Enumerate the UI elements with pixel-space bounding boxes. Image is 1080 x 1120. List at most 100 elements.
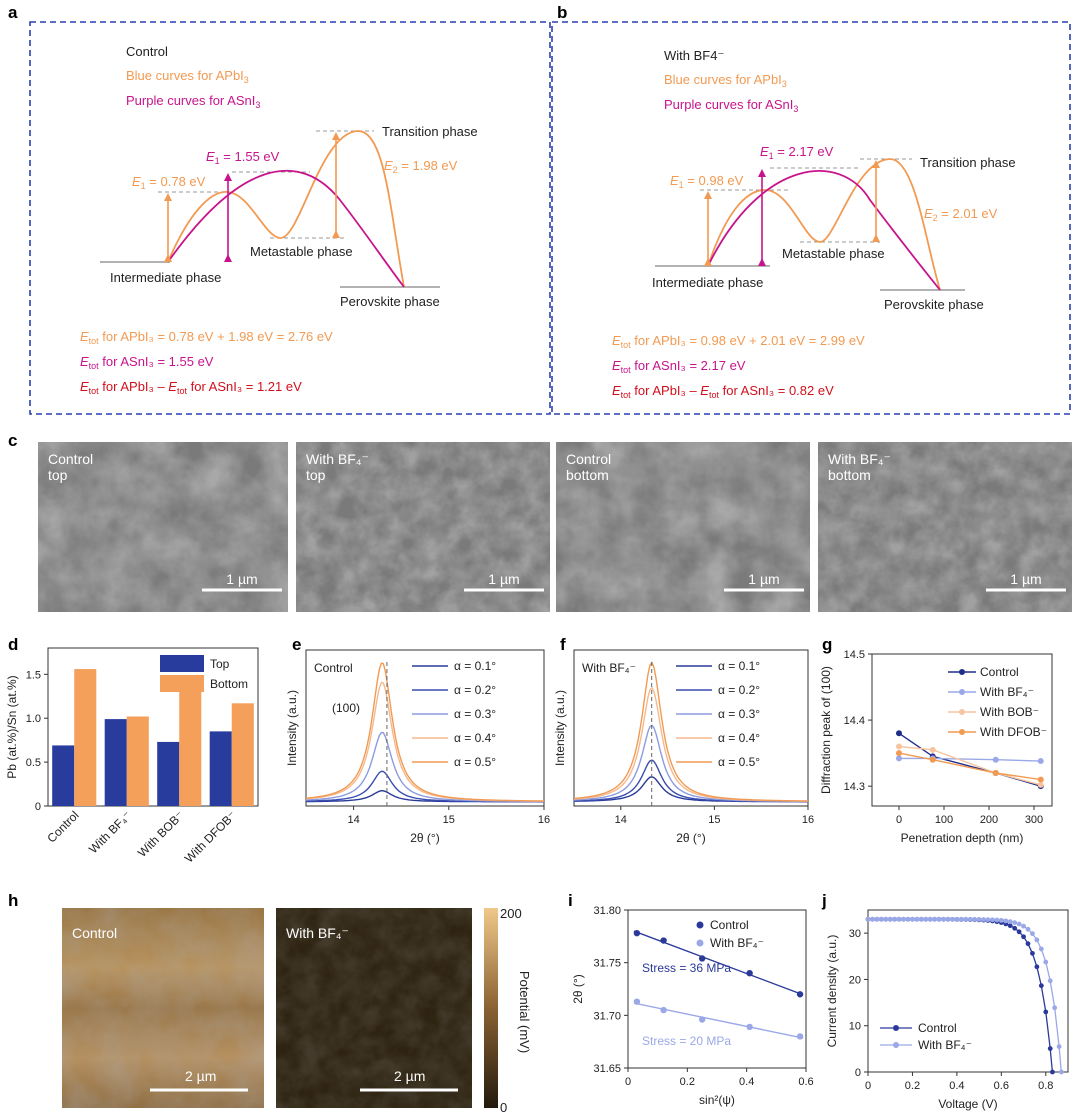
- legend-marker: [959, 689, 965, 695]
- chart-g: 0 100 200 300 14.3 14.4 14.5 Penetration depth …: [819, 649, 1053, 845]
- data-point: [981, 917, 986, 922]
- data-point: [1043, 1009, 1049, 1015]
- y-axis-label: Intensity (a.u.): [553, 690, 567, 766]
- panel-b-intermediate: Intermediate phase: [652, 275, 763, 290]
- panel-a-box: [29, 21, 551, 415]
- panel-label-j: j: [821, 891, 827, 910]
- sem-label-4: With BF₄⁻: [828, 451, 891, 467]
- panel-a-e1-magenta: E1 = 1.55 eV: [206, 149, 280, 166]
- x-tick-label: 0.2: [905, 1080, 920, 1092]
- data-point: [660, 1006, 667, 1014]
- data-point: [929, 746, 936, 753]
- x-tick-label: 100: [935, 814, 953, 826]
- data-point: [1043, 959, 1049, 965]
- series-line: [899, 757, 1041, 762]
- xrd-curve: [573, 661, 808, 802]
- x-tick-label: 14: [615, 814, 627, 826]
- x-tick-label: 0.4: [949, 1080, 964, 1092]
- stress-annotation: Stress = 20 MPa: [642, 1034, 731, 1048]
- y-tick-label: 1.5: [26, 669, 41, 681]
- chart-annotation: Control: [314, 661, 353, 675]
- y-tick-label: 1.0: [26, 713, 41, 725]
- x-category-label: Control: [44, 808, 81, 845]
- data-point: [1037, 776, 1044, 783]
- stress-annotation: Stress = 36 MPa: [642, 961, 731, 975]
- panel-a-etot-asni: Etot for ASnI₃ = 1.55 eV: [80, 354, 214, 371]
- panel-b-metastable: Metastable phase: [782, 246, 885, 261]
- x-axis-label: 2θ (°): [676, 831, 705, 845]
- data-point: [1037, 758, 1044, 765]
- sem-sublabel-4: bottom: [828, 467, 871, 483]
- data-point: [1003, 918, 1009, 924]
- data-point: [698, 955, 706, 962]
- sem-scale-label-3: 1 µm: [748, 571, 779, 587]
- data-point: [1052, 1005, 1058, 1011]
- panel-label-e: e: [292, 635, 301, 654]
- sem-scale-label-4: 1 µm: [1010, 571, 1041, 587]
- panel-label-b: b: [557, 3, 567, 22]
- data-point: [967, 916, 973, 922]
- peak-label: (100): [332, 701, 360, 715]
- panel-label-f: f: [560, 635, 566, 654]
- y-tick-label: 14.3: [844, 781, 865, 793]
- plot-frame: [305, 649, 545, 807]
- series-line: [898, 745, 1041, 786]
- y-tick-label: 31.70: [593, 1010, 621, 1022]
- legend-label: α = 0.3°: [718, 707, 760, 721]
- x-tick-label: 0: [865, 1080, 871, 1092]
- kpfm-colorbar-label: Potential (mV): [517, 971, 532, 1053]
- chart-j: 0 0.2 0.4 0.6 0.8 0 10 20 30 Voltage (V) Current d…: [825, 909, 1069, 1111]
- data-point: [892, 916, 898, 922]
- bar-bottom: [74, 669, 97, 806]
- legend-marker: [696, 921, 704, 929]
- data-point: [796, 1033, 804, 1040]
- xrd-curve: [305, 662, 544, 802]
- panel-b-legend-purple: Purple curves for ASnI3: [664, 97, 798, 114]
- data-point: [1025, 941, 1031, 947]
- x-tick-label: 300: [1025, 814, 1043, 826]
- data-point: [1034, 937, 1040, 943]
- data-point: [954, 916, 960, 922]
- sem-sublabel-1: top: [48, 467, 68, 483]
- data-point: [927, 916, 933, 922]
- data-point: [941, 916, 946, 922]
- sem-label-2: With BF₄⁻: [306, 451, 369, 467]
- data-point: [896, 755, 902, 762]
- chart-i: 0 0.2 0.4 0.6 31.65 31.70 31.75 31.80 sin²(ψ) 2θ …: [571, 905, 814, 1107]
- y-tick-label: 0: [35, 801, 41, 813]
- panel-a-legend-blue: Blue curves for APbI3: [126, 68, 249, 85]
- legend-label: Control: [710, 918, 749, 932]
- legend-marker: [893, 1025, 899, 1031]
- legend-marker: [696, 939, 704, 947]
- data-point: [936, 916, 942, 922]
- panel-b-etot-apbi: Etot for APbI₃ = 0.98 eV + 2.01 eV = 2.9…: [612, 333, 865, 350]
- data-point: [1007, 923, 1013, 929]
- legend-marker: [959, 669, 965, 675]
- panel-b-etot-asni: Etot for ASnI₃ = 2.17 eV: [612, 358, 746, 375]
- series-line: [898, 752, 1041, 781]
- chart-e: 14 15 16 2θ (°) Intensity (a.u.) α = 0.1° α = …: [285, 649, 550, 845]
- y-tick-label: 20: [849, 974, 861, 986]
- sem-sublabel-3: bottom: [566, 467, 609, 483]
- sem-scale-label-2: 1 µm: [488, 571, 519, 587]
- xrd-curve: [573, 686, 808, 802]
- bar-bottom: [179, 683, 202, 806]
- data-point: [660, 937, 667, 944]
- panel-b-e1-magenta: E1 = 2.17 eV: [760, 144, 834, 161]
- kpfm-colorbar: [484, 908, 498, 1108]
- plot-frame: [47, 647, 259, 807]
- bar-top: [104, 719, 127, 806]
- chart-f: 14 15 16 2θ (°) Intensity (a.u.) α = 0.1° α = …: [553, 649, 814, 845]
- data-point: [887, 916, 893, 922]
- legend-label: With BF₄⁻: [918, 1038, 972, 1052]
- bar-top: [209, 731, 232, 806]
- panel-a-e1-orange: E1 = 0.78 eV: [132, 174, 206, 191]
- y-tick-label: 0.5: [26, 757, 41, 769]
- plot-frame: [871, 653, 1053, 807]
- data-point: [992, 769, 999, 776]
- data-point: [998, 917, 1004, 923]
- x-tick-label: 0: [896, 814, 902, 826]
- legend-label: α = 0.2°: [718, 683, 760, 697]
- data-point: [796, 991, 804, 998]
- sem-label-1: Control: [48, 451, 93, 467]
